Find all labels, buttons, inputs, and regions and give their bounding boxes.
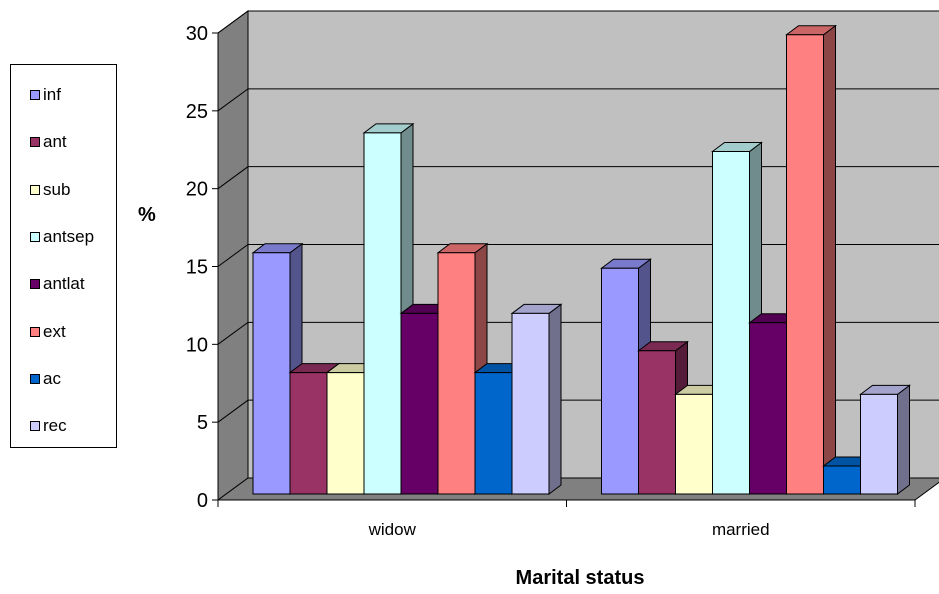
legend: inf ant sub antsep antlat ext ac rec (10, 64, 117, 448)
x-axis-label: Marital status (515, 567, 645, 589)
x-tick-label: married (712, 520, 770, 539)
legend-swatch (30, 279, 40, 290)
legend-swatch (30, 326, 40, 337)
bar-rec-widow (510, 303, 563, 495)
y-tick-label: 5 (197, 412, 208, 434)
y-tick-label: 25 (186, 101, 208, 123)
y-tick-label: 30 (186, 23, 208, 45)
legend-label: sub (43, 179, 71, 199)
legend-swatch (30, 184, 40, 195)
bar-ext-married (785, 24, 837, 495)
legend-label: antlat (43, 274, 85, 294)
gridline (217, 10, 939, 34)
legend-item-ant: ant (30, 132, 67, 152)
legend-swatch (30, 137, 40, 148)
y-axis-label: % (138, 204, 156, 226)
legend-label: inf (43, 85, 61, 104)
legend-swatch (30, 421, 40, 432)
legend-swatch (30, 373, 40, 384)
legend-label: ac (43, 368, 61, 388)
legend-item-ac: ac (30, 369, 61, 389)
y-tick-label: 10 (186, 334, 208, 356)
legend-label: antsep (43, 226, 95, 246)
y-tick-label: 15 (186, 257, 208, 279)
x-tick-label: widow (368, 520, 417, 539)
legend-item-sub: sub (30, 180, 70, 200)
legend-label: ant (43, 132, 67, 152)
legend-item-antsep: antsep (30, 227, 94, 247)
gridline (217, 88, 939, 112)
legend-item-antlat: antlat (30, 274, 85, 294)
bar-rec-married (859, 384, 911, 495)
legend-swatch (30, 231, 40, 242)
legend-item-inf: inf (30, 85, 61, 105)
y-tick-label: 0 (197, 490, 208, 512)
legend-label: rec (43, 416, 67, 436)
legend-label: ext (43, 321, 66, 341)
legend-item-ext: ext (30, 322, 66, 342)
legend-item-rec: rec (30, 416, 67, 436)
y-tick-label: 20 (186, 179, 208, 201)
legend-swatch (30, 90, 40, 100)
